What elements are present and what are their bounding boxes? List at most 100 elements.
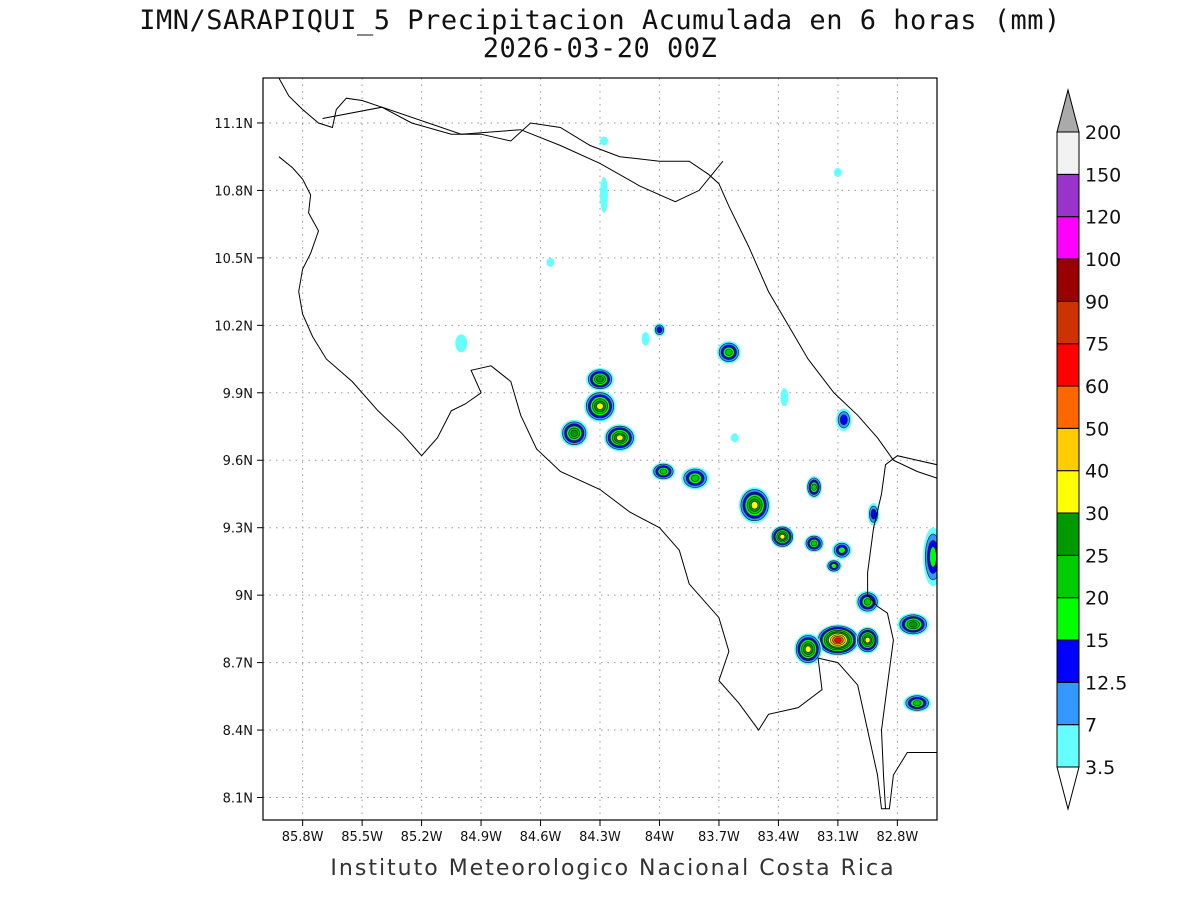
precip-contour [929,546,937,568]
colorbar-swatch [1056,300,1080,345]
colorbar-label: 15 [1085,630,1109,652]
colorbar-swatch [1056,724,1080,768]
colorbar-swatch [1056,343,1080,387]
colorbar-swatch [1056,639,1080,683]
lat-tick-label: 10.5N [214,252,253,267]
lat-tick-label: 8.1N [223,792,253,807]
colorbar-label: 150 [1085,164,1121,186]
precip-contour [546,257,555,267]
lat-tick-label: 8.4N [223,724,253,739]
precip-contour [779,534,786,540]
precip-contour [616,434,624,441]
colorbar-swatch [1056,597,1080,641]
colorbar-swatch [1056,258,1080,302]
colorbar-label: 100 [1085,249,1121,271]
precip-contour [780,388,789,407]
colorbar-swatch [1056,385,1080,429]
precip-contour [596,402,604,410]
precip-contour [600,136,608,146]
lat-tick-label: 9.6N [223,454,253,469]
lon-tick-label: 84.6W [520,830,562,845]
colorbar-swatch [1056,427,1080,472]
colorbar-label: 25 [1085,545,1109,567]
lat-tick-label: 9.9N [223,387,253,402]
colorbar-label: 200 [1085,122,1121,144]
lon-tick-label: 85.5W [341,830,383,845]
colorbar-swatch [1056,131,1080,175]
caribbean-coastline [278,78,937,479]
precip-contour [833,167,842,177]
lon-tick-label: 84.9W [460,830,502,845]
colorbar-swatch [1056,512,1080,556]
lat-tick-label: 9.3N [223,522,253,537]
colorbar-label: 30 [1085,503,1109,525]
colorbar-low-arrow [1056,766,1080,811]
colorbar-high-arrow [1056,88,1080,133]
lon-tick-label: 83.4W [758,830,800,845]
pacific-coastline [278,156,937,810]
lon-tick-label: 83.7W [698,830,740,845]
colorbar-swatch [1056,173,1080,218]
precip-contour [811,483,817,491]
colorbar-label: 75 [1085,334,1109,356]
map-grid [263,78,937,820]
precip-contour [804,645,812,653]
colorbar-swatch [1056,216,1080,260]
lat-tick-label: 8.7N [223,657,253,672]
colorbar-swatch [1056,470,1080,514]
map-title: IMN/SARAPIQUI_5 Precipitacion Acumulada … [139,5,1061,36]
lon-tick-label: 82.8W [876,830,918,845]
colorbar-label: 20 [1085,588,1109,610]
precip-contour [596,376,604,383]
colorbar-label: 120 [1085,207,1121,229]
lon-tick-label: 85.2W [401,830,443,845]
precip-contour [810,540,818,547]
colorbar-label: 60 [1085,376,1109,398]
precip-contour [864,636,871,644]
colorbar-label: 12.5 [1085,672,1127,694]
precip-contour [641,332,650,346]
lat-tick-label: 9N [235,589,253,604]
nicaragua-border [322,106,724,203]
precip-contour [870,508,877,520]
lat-tick-label: 11.1N [214,117,253,132]
precip-contour [838,546,846,554]
lon-tick-label: 85.8W [282,830,324,845]
colorbar-label: 90 [1085,291,1109,313]
precip-contour [570,429,578,437]
precip-contour [659,468,668,475]
precip-contour [725,348,733,356]
colorbar-swatch [1056,681,1080,726]
precip-contour [750,501,759,510]
colorbar-label: 7 [1085,715,1097,737]
precip-contour [909,621,918,628]
map-subtitle-date: 2026-03-20 00Z [482,33,718,64]
precip-contour [690,474,700,482]
lon-tick-label: 84W [645,830,675,845]
footer-credit: Instituto Meteorologico Nacional Costa R… [330,856,896,881]
precip-contour [863,598,872,606]
precip-contour [730,433,739,443]
precip-contour [834,637,842,643]
precip-colorbar: 3.5 7 12.5 15 20 25 30 40 50 60 75 90 100 120 150 200 [1056,88,1127,811]
longitude-axis: 85.8W 85.5W 85.2W 84.9W 84.6W 84.3W 84W 83.7W 83… [282,820,918,845]
precip-contour [455,334,468,353]
colorbar-label: 50 [1085,418,1109,440]
lon-tick-label: 83.1W [817,830,859,845]
colorbar-swatch [1056,554,1080,599]
precipitation-field [455,136,937,713]
latitude-axis: 11.1N 10.8N 10.5N 10.2N 9.9N 9.6N 9.3N 9N 8.7N 8.… [214,117,263,807]
colorbar-label: 3.5 [1085,757,1115,779]
precip-contour [912,700,922,706]
lon-tick-label: 84.3W [579,830,621,845]
map-outlines [278,78,937,810]
lat-tick-label: 10.8N [214,184,253,199]
panama-border [867,455,937,809]
lat-tick-label: 10.2N [214,319,253,334]
precip-contour [656,326,663,334]
colorbar-label: 40 [1085,461,1109,483]
precip-contour [840,414,848,426]
precip-contour [600,176,608,213]
precip-contour [830,563,837,569]
